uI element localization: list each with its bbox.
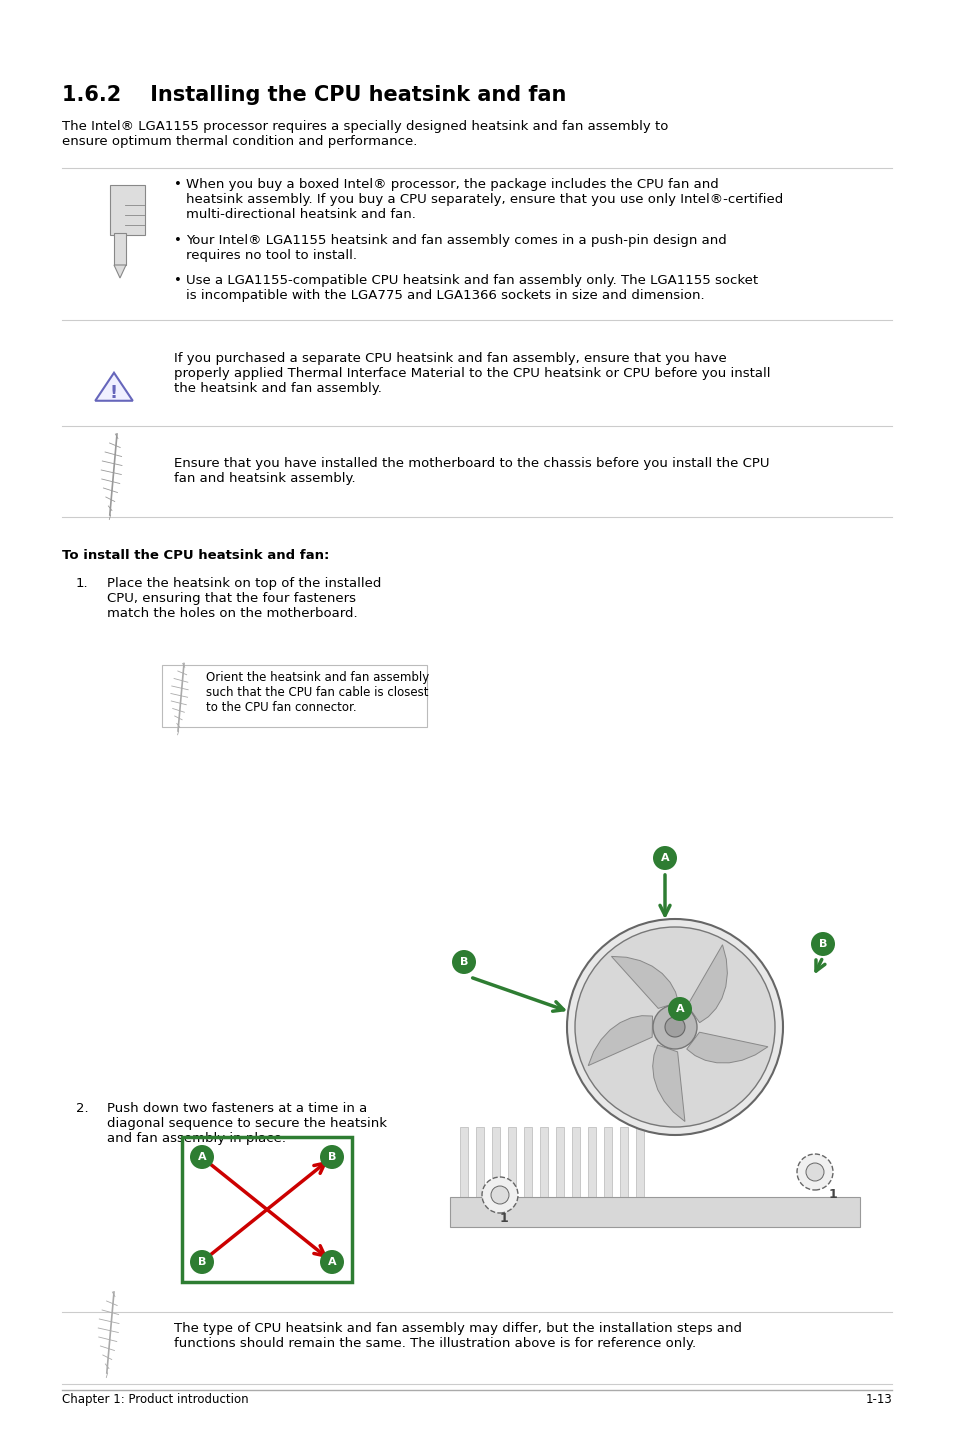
Text: 1.6.2    Installing the CPU heatsink and fan: 1.6.2 Installing the CPU heatsink and fa… bbox=[62, 85, 566, 105]
Bar bbox=[507, 1127, 516, 1206]
Bar bbox=[492, 1127, 499, 1206]
Text: •: • bbox=[173, 275, 182, 288]
Polygon shape bbox=[687, 945, 726, 1022]
Circle shape bbox=[319, 1145, 344, 1169]
Text: Push down two fasteners at a time in a
diagonal sequence to secure the heatsink
: Push down two fasteners at a time in a d… bbox=[107, 1102, 387, 1145]
Text: A: A bbox=[675, 1004, 683, 1014]
Text: !: ! bbox=[110, 384, 118, 403]
Circle shape bbox=[452, 951, 476, 974]
Polygon shape bbox=[588, 1015, 652, 1066]
Circle shape bbox=[664, 1017, 684, 1037]
Text: B: B bbox=[818, 939, 826, 949]
Text: The Intel® LGA1155 processor requires a specially designed heatsink and fan asse: The Intel® LGA1155 processor requires a … bbox=[62, 119, 668, 148]
Text: B: B bbox=[328, 1152, 335, 1162]
Text: 2.: 2. bbox=[76, 1102, 89, 1114]
Circle shape bbox=[796, 1155, 832, 1191]
Circle shape bbox=[319, 1250, 344, 1274]
Text: B: B bbox=[197, 1257, 206, 1267]
Bar bbox=[523, 1127, 532, 1206]
Bar bbox=[450, 1196, 859, 1227]
Circle shape bbox=[190, 1145, 213, 1169]
Text: When you buy a boxed Intel® processor, the package includes the CPU fan and
heat: When you buy a boxed Intel® processor, t… bbox=[186, 178, 782, 221]
Circle shape bbox=[667, 997, 691, 1021]
Bar bbox=[459, 1127, 468, 1206]
Circle shape bbox=[190, 1250, 213, 1274]
Circle shape bbox=[481, 1176, 517, 1214]
Text: Chapter 1: Product introduction: Chapter 1: Product introduction bbox=[62, 1393, 249, 1406]
Polygon shape bbox=[113, 265, 126, 278]
Text: 1: 1 bbox=[828, 1188, 837, 1201]
Circle shape bbox=[805, 1163, 823, 1181]
Bar bbox=[182, 1137, 352, 1283]
Circle shape bbox=[491, 1186, 509, 1204]
Text: Orient the heatsink and fan assembly
such that the CPU fan cable is closest
to t: Orient the heatsink and fan assembly suc… bbox=[206, 672, 429, 715]
Text: •: • bbox=[173, 234, 182, 247]
Circle shape bbox=[575, 928, 774, 1127]
Circle shape bbox=[652, 846, 677, 870]
Polygon shape bbox=[652, 1045, 684, 1122]
Text: If you purchased a separate CPU heatsink and fan assembly, ensure that you have
: If you purchased a separate CPU heatsink… bbox=[173, 352, 770, 395]
Bar bbox=[636, 1127, 643, 1206]
Text: A: A bbox=[197, 1152, 206, 1162]
Bar bbox=[113, 233, 126, 265]
Text: 1.: 1. bbox=[76, 577, 89, 590]
Text: A: A bbox=[660, 853, 669, 863]
Bar bbox=[162, 664, 427, 728]
Text: Place the heatsink on top of the installed
CPU, ensuring that the four fasteners: Place the heatsink on top of the install… bbox=[107, 577, 381, 620]
Text: •: • bbox=[173, 178, 182, 191]
Bar bbox=[110, 186, 145, 234]
Bar bbox=[572, 1127, 579, 1206]
Text: Your Intel® LGA1155 heatsink and fan assembly comes in a push-pin design and
req: Your Intel® LGA1155 heatsink and fan ass… bbox=[186, 234, 726, 262]
Bar bbox=[587, 1127, 596, 1206]
Text: 1: 1 bbox=[499, 1212, 508, 1225]
Polygon shape bbox=[686, 1032, 767, 1063]
Text: To install the CPU heatsink and fan:: To install the CPU heatsink and fan: bbox=[62, 549, 329, 562]
Bar bbox=[603, 1127, 612, 1206]
Text: A: A bbox=[327, 1257, 336, 1267]
Text: Ensure that you have installed the motherboard to the chassis before you install: Ensure that you have installed the mothe… bbox=[173, 457, 769, 485]
Text: B: B bbox=[459, 958, 468, 966]
Circle shape bbox=[566, 919, 782, 1135]
Text: The type of CPU heatsink and fan assembly may differ, but the installation steps: The type of CPU heatsink and fan assembl… bbox=[173, 1322, 741, 1350]
Bar bbox=[476, 1127, 483, 1206]
Bar bbox=[619, 1127, 627, 1206]
Text: 1-13: 1-13 bbox=[864, 1393, 891, 1406]
Circle shape bbox=[652, 1005, 697, 1048]
Polygon shape bbox=[611, 956, 678, 1008]
Bar bbox=[539, 1127, 547, 1206]
Polygon shape bbox=[95, 372, 132, 401]
Bar bbox=[556, 1127, 563, 1206]
Circle shape bbox=[810, 932, 834, 956]
Text: Use a LGA1155-compatible CPU heatsink and fan assembly only. The LGA1155 socket
: Use a LGA1155-compatible CPU heatsink an… bbox=[186, 275, 758, 302]
